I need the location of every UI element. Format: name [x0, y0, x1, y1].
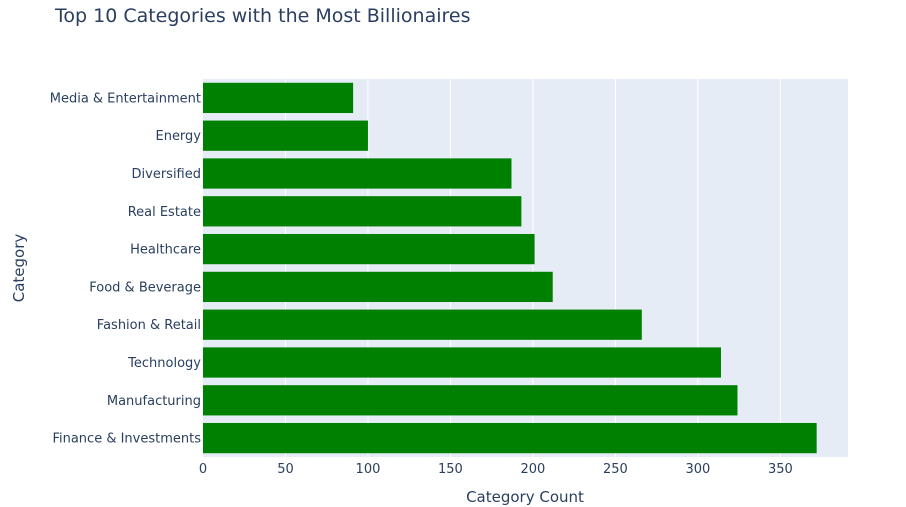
bars — [203, 82, 817, 454]
y-tick-label: Fashion & Retail — [97, 318, 201, 333]
x-tick-label: 50 — [277, 462, 294, 477]
y-tick-label: Media & Entertainment — [50, 91, 201, 106]
x-tick-label: 300 — [685, 462, 710, 477]
bar — [203, 309, 642, 340]
y-tick-label: Diversified — [132, 167, 201, 182]
bar — [203, 233, 535, 265]
y-tick-label: Healthcare — [130, 243, 201, 258]
bar — [203, 271, 553, 303]
x-axis-ticks: 0 50 100 150 200 250 300 350 — [199, 462, 793, 477]
y-tick-label: Technology — [127, 356, 201, 371]
bar — [203, 385, 738, 416]
bar — [203, 347, 721, 378]
y-tick-label: Food & Beverage — [89, 280, 201, 295]
x-tick-label: 150 — [438, 462, 463, 477]
y-tick-label: Manufacturing — [107, 394, 201, 409]
y-axis-title: Category — [10, 234, 28, 303]
y-axis-ticks: Media & Entertainment Energy Diversified Re… — [50, 91, 202, 446]
bar — [203, 120, 368, 151]
x-tick-label: 0 — [199, 462, 207, 477]
y-tick-label: Energy — [155, 129, 201, 144]
bar — [203, 196, 522, 227]
x-tick-label: 100 — [356, 462, 381, 477]
y-tick-label: Finance & Investments — [52, 432, 201, 447]
chart-title: Top 10 Categories with the Most Billiona… — [55, 5, 471, 27]
bar — [203, 158, 512, 189]
x-tick-label: 200 — [521, 462, 546, 477]
bar — [203, 422, 817, 454]
y-tick-label: Real Estate — [128, 205, 201, 220]
x-tick-label: 350 — [768, 462, 793, 477]
x-axis-title: Category Count — [466, 488, 584, 506]
bar — [203, 82, 354, 114]
x-tick-label: 250 — [603, 462, 628, 477]
